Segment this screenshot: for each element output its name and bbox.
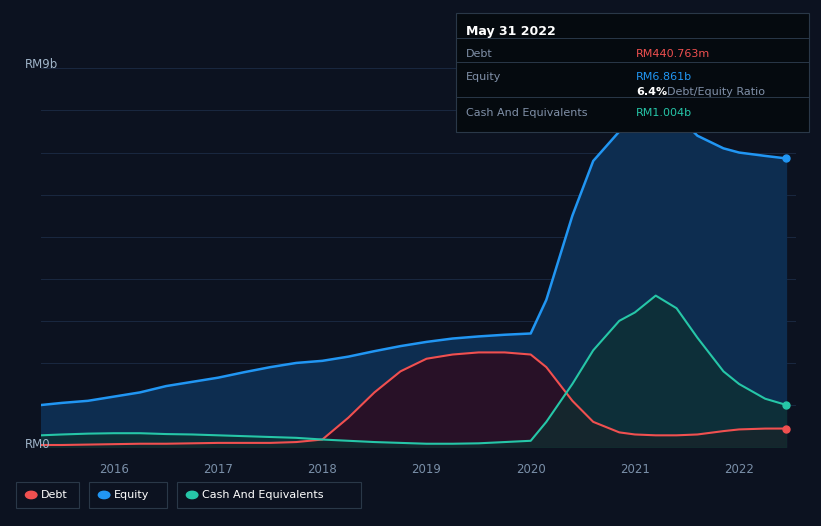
Text: Debt: Debt [466,49,493,59]
Text: RM440.763m: RM440.763m [636,49,710,59]
Text: RM6.861b: RM6.861b [636,72,692,82]
Text: Cash And Equivalents: Cash And Equivalents [202,490,323,500]
Text: RM1.004b: RM1.004b [636,108,692,118]
Text: May 31 2022: May 31 2022 [466,25,555,38]
Text: Equity: Equity [114,490,149,500]
Text: Debt/Equity Ratio: Debt/Equity Ratio [667,87,765,97]
Text: Cash And Equivalents: Cash And Equivalents [466,108,587,118]
Text: RM0: RM0 [25,438,50,451]
Text: 6.4%: 6.4% [636,87,667,97]
Text: Debt: Debt [41,490,68,500]
Text: RM9b: RM9b [25,58,57,71]
Text: Equity: Equity [466,72,501,82]
